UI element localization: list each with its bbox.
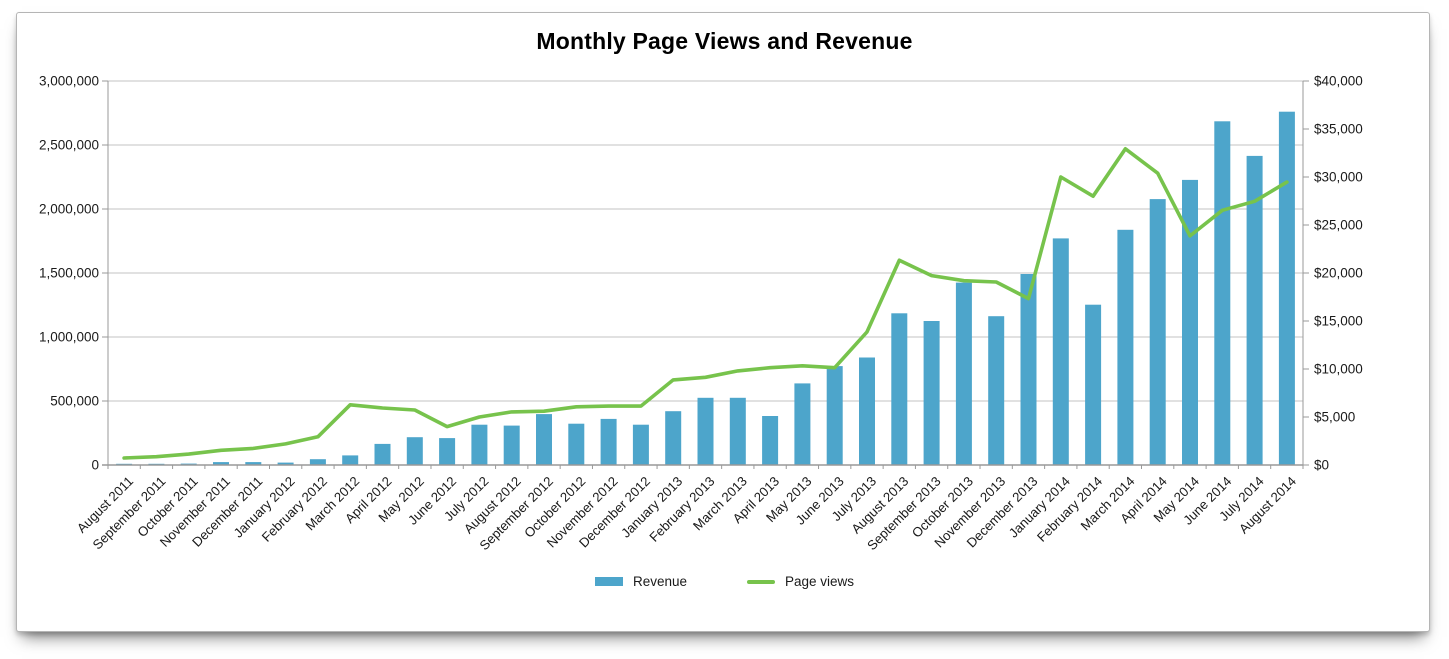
y-right-tick-label: $20,000 [1314, 266, 1363, 281]
revenue-bar [891, 313, 908, 465]
revenue-bar [503, 425, 520, 465]
pageviews-line [122, 147, 1289, 460]
y-left-tick-label: 500,000 [50, 394, 99, 409]
revenue-bar [1278, 111, 1295, 465]
revenue-bar [309, 459, 326, 465]
y-right-tick-label: $0 [1314, 458, 1329, 473]
revenue-bar [955, 282, 972, 465]
y-right-tick-label: $35,000 [1314, 122, 1363, 137]
revenue-bar [374, 443, 391, 465]
revenue-bar [245, 462, 262, 465]
revenue-bar [213, 462, 229, 465]
y-left-tick-label: 1,000,000 [39, 330, 99, 345]
pageviews-legend-label: Page views [785, 574, 855, 589]
y-left-tick-label: 0 [91, 458, 99, 473]
revenue-bar [665, 411, 682, 465]
revenue-bar [1085, 304, 1102, 465]
revenue-bar [826, 366, 843, 465]
y-right-tick-label: $40,000 [1314, 74, 1363, 89]
revenue-bar [1149, 199, 1166, 465]
y-right-tick-label: $15,000 [1314, 314, 1363, 329]
revenue-bar [1020, 274, 1037, 465]
y-left-tick-label: 2,000,000 [39, 202, 99, 217]
revenue-bar [1246, 155, 1263, 465]
revenue-bar [859, 357, 875, 465]
revenue-bar [762, 416, 779, 465]
y-left-tick-label: 3,000,000 [39, 74, 99, 89]
revenue-bar [632, 424, 649, 465]
revenue-bar [1182, 179, 1198, 465]
revenue-bar [439, 438, 456, 465]
pageviews-legend-swatch-icon [747, 579, 775, 584]
y-left-tick-label: 2,500,000 [39, 138, 99, 153]
revenue-bar [536, 414, 552, 465]
revenue-bar [600, 418, 617, 465]
revenue-legend-swatch-icon [594, 577, 623, 586]
y-left-tick-label: 1,500,000 [39, 266, 99, 281]
revenue-bar [988, 316, 1005, 465]
y-right-tick-label: $25,000 [1314, 218, 1363, 233]
revenue-bar [342, 455, 359, 465]
y-right-tick-label: $30,000 [1314, 170, 1363, 185]
revenue-bar [406, 437, 423, 465]
revenue-bar [1052, 238, 1069, 465]
chart-legend: Revenue Page views [0, 574, 1449, 589]
revenue-bar [568, 423, 585, 465]
chart-title: Monthly Page Views and Revenue [536, 28, 913, 54]
revenue-bar [794, 383, 811, 465]
revenue-bar [1214, 121, 1231, 466]
revenue-bar [277, 462, 294, 465]
revenue-bar [729, 397, 746, 465]
revenue-bar [1117, 229, 1134, 465]
revenue-bar [471, 424, 488, 465]
y-right-tick-label: $5,000 [1314, 410, 1355, 425]
revenue-legend-label: Revenue [632, 574, 687, 589]
y-right-tick-label: $10,000 [1314, 362, 1363, 377]
revenue-bar [923, 321, 940, 465]
revenue-bar [697, 397, 714, 465]
